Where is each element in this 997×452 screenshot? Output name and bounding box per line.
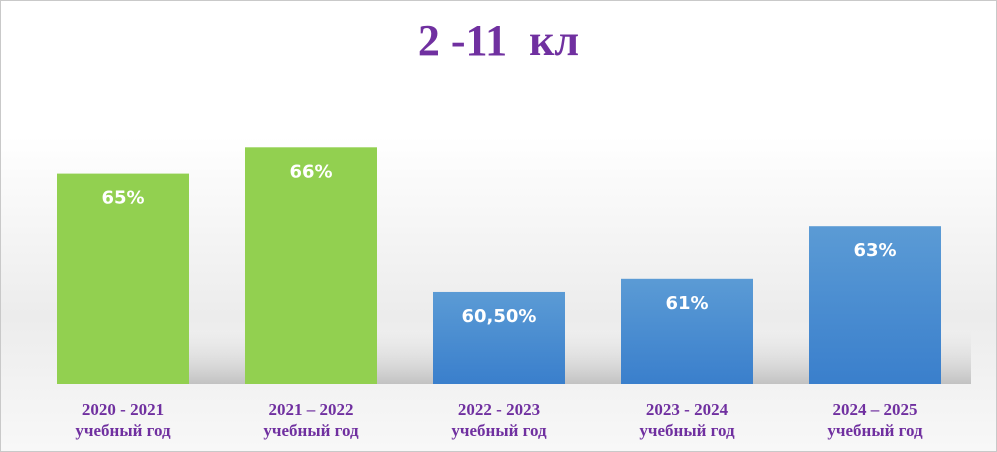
bar-3 (433, 291, 565, 384)
data-label-2: 66% (289, 161, 332, 182)
category-label-3-line-1: 2022 - 2023 (458, 400, 540, 419)
data-label-3: 60,50% (462, 306, 537, 327)
category-label-5-line-2: учебный год (827, 421, 923, 440)
data-label-5: 63% (853, 240, 896, 261)
category-label-1-line-1: 2020 - 2021 (82, 400, 164, 419)
bar-2 (245, 147, 377, 384)
category-label-2-line-1: 2021 – 2022 (269, 400, 354, 419)
category-label-4-line-1: 2023 - 2024 (646, 400, 729, 419)
category-label-5-line-1: 2024 – 2025 (833, 400, 918, 419)
category-label-2-line-2: учебный год (263, 421, 359, 440)
bar-5 (809, 226, 941, 384)
data-label-1: 65% (101, 188, 144, 209)
category-label-4-line-2: учебный год (639, 421, 735, 440)
data-label-4: 61% (665, 293, 708, 314)
bar-1 (57, 173, 189, 384)
chart-title: 2 -11 кл (417, 16, 580, 65)
category-label-3-line-2: учебный год (451, 421, 547, 440)
category-label-1-line-2: учебный год (75, 421, 171, 440)
bar-4 (621, 278, 753, 384)
